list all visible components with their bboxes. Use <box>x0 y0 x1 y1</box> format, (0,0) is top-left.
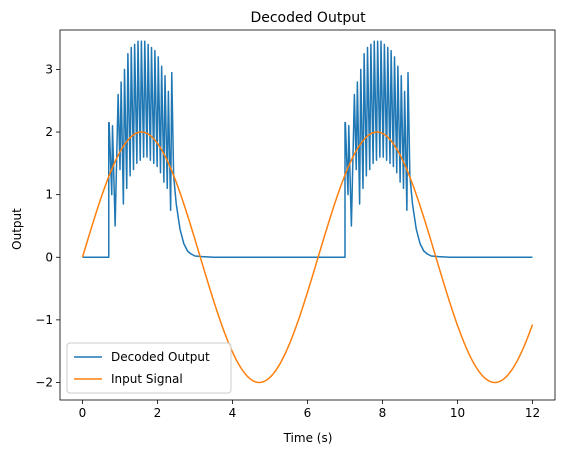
series-layer <box>81 40 534 384</box>
legend-label-decoded-output: Decoded Output <box>111 350 210 364</box>
y-tick-label: 2 <box>45 125 53 139</box>
y-tick-label: −2 <box>35 375 53 389</box>
x-tick-label: 8 <box>379 406 387 420</box>
x-tick-label: 10 <box>450 406 465 420</box>
x-axis-label: Time (s) <box>283 431 333 445</box>
legend-label-input-signal: Input Signal <box>111 372 183 386</box>
x-tick-label: 2 <box>154 406 162 420</box>
chart-title: Decoded Output <box>250 10 366 26</box>
series-line-input-signal <box>81 131 534 384</box>
series-line-decoded-output <box>82 40 533 259</box>
y-tick-label: 3 <box>45 62 53 76</box>
x-tick-label: 6 <box>304 406 312 420</box>
x-tick-label: 4 <box>229 406 237 420</box>
plot-frame <box>59 29 556 401</box>
y-tick-label: 0 <box>45 250 53 264</box>
y-axis-ticks: −2 −1 0 1 2 3 <box>35 62 60 389</box>
y-tick-label: −1 <box>35 313 53 327</box>
legend: Decoded Output Input Signal <box>66 342 232 394</box>
x-tick-label: 12 <box>525 406 540 420</box>
y-axis-label: Output <box>10 208 24 250</box>
legend-box <box>66 342 232 394</box>
x-axis-ticks: 0 2 4 6 8 10 12 <box>79 400 540 420</box>
x-tick-label: 0 <box>79 406 87 420</box>
y-tick-label: 1 <box>45 188 53 202</box>
